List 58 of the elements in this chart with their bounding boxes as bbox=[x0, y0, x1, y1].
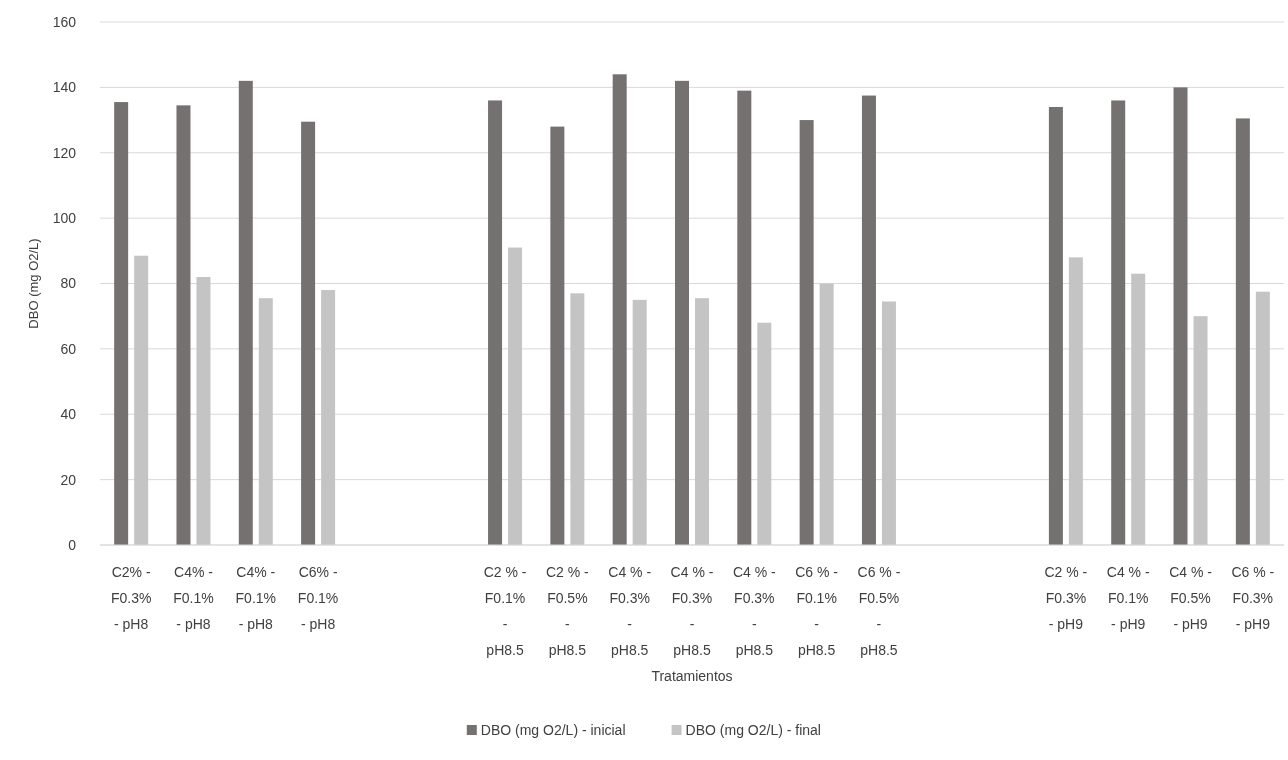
x-tick-label: C2 % - F0.3% - pH9 bbox=[1044, 564, 1088, 632]
bar bbox=[861, 95, 876, 545]
bar bbox=[612, 74, 627, 545]
x-tick-label: C6 % - F0.5% - pH8.5 bbox=[857, 564, 901, 658]
bar bbox=[695, 298, 709, 545]
bar bbox=[321, 290, 336, 545]
bar bbox=[114, 102, 129, 545]
y-tick-label: 140 bbox=[52, 79, 77, 96]
x-tick-label: C4 % - F0.1% - pH9 bbox=[1106, 564, 1150, 632]
legend-label: DBO (mg O2/L) - final bbox=[685, 722, 821, 738]
bar bbox=[1173, 87, 1188, 545]
legend-label: DBO (mg O2/L) - inicial bbox=[480, 722, 626, 738]
bar bbox=[1068, 257, 1083, 545]
y-tick-label: 120 bbox=[52, 144, 77, 161]
bar bbox=[819, 283, 834, 545]
bar bbox=[238, 80, 253, 545]
x-tick-label: C6 % - F0.1% - pH8.5 bbox=[795, 564, 839, 658]
bar bbox=[757, 322, 772, 545]
bar bbox=[134, 255, 149, 545]
x-tick-label: C4% - F0.1% - pH8 bbox=[235, 564, 277, 632]
x-tick-label: C6 % - F0.3% - pH9 bbox=[1231, 564, 1275, 632]
x-tick-label: C2 % - F0.5% - pH8.5 bbox=[545, 564, 590, 658]
y-tick-label: 0 bbox=[68, 536, 77, 553]
bar bbox=[176, 105, 191, 545]
x-tick-label: C4 % - F0.5% - pH9 bbox=[1169, 564, 1213, 632]
y-tick-label: 20 bbox=[60, 471, 77, 488]
bar bbox=[632, 299, 647, 545]
x-tick-label: C2% - F0.3% - pH8 bbox=[110, 564, 152, 632]
bar bbox=[799, 120, 814, 545]
x-tick-label: C2 % - F0.1% - pH8.5 bbox=[483, 564, 527, 658]
bar bbox=[1131, 273, 1146, 545]
bar bbox=[258, 298, 273, 545]
x-axis-title: Tratamientos bbox=[651, 668, 733, 684]
bar bbox=[675, 80, 689, 545]
bar bbox=[488, 100, 503, 545]
y-tick-label: 60 bbox=[60, 340, 77, 357]
x-tick-label: C4 % - F0.3% - pH8.5 bbox=[732, 564, 777, 658]
y-tick-label: 160 bbox=[52, 13, 77, 30]
y-tick-label: 80 bbox=[60, 275, 77, 292]
bar bbox=[508, 247, 523, 545]
bar bbox=[737, 90, 752, 545]
y-tick-label: 40 bbox=[60, 406, 77, 423]
bar bbox=[196, 276, 211, 545]
bar bbox=[1255, 291, 1270, 545]
bar bbox=[1193, 316, 1208, 545]
bar bbox=[301, 121, 316, 545]
bar bbox=[1048, 106, 1063, 545]
bar bbox=[1111, 100, 1126, 545]
bar bbox=[881, 301, 896, 545]
x-tick-label: C4 % - F0.3% - pH8.5 bbox=[608, 564, 652, 658]
bar bbox=[550, 126, 565, 545]
bar bbox=[570, 293, 585, 545]
x-tick-label: C4% - F0.1% - pH8 bbox=[173, 564, 214, 632]
bar bbox=[1235, 118, 1250, 545]
x-tick-label: C4 % - F0.3% - pH8.5 bbox=[670, 564, 714, 658]
y-axis-title: DBO (mg O2/L) bbox=[26, 238, 41, 329]
x-tick-label: C6% - F0.1% - pH8 bbox=[297, 564, 339, 632]
y-tick-label: 100 bbox=[52, 210, 77, 227]
